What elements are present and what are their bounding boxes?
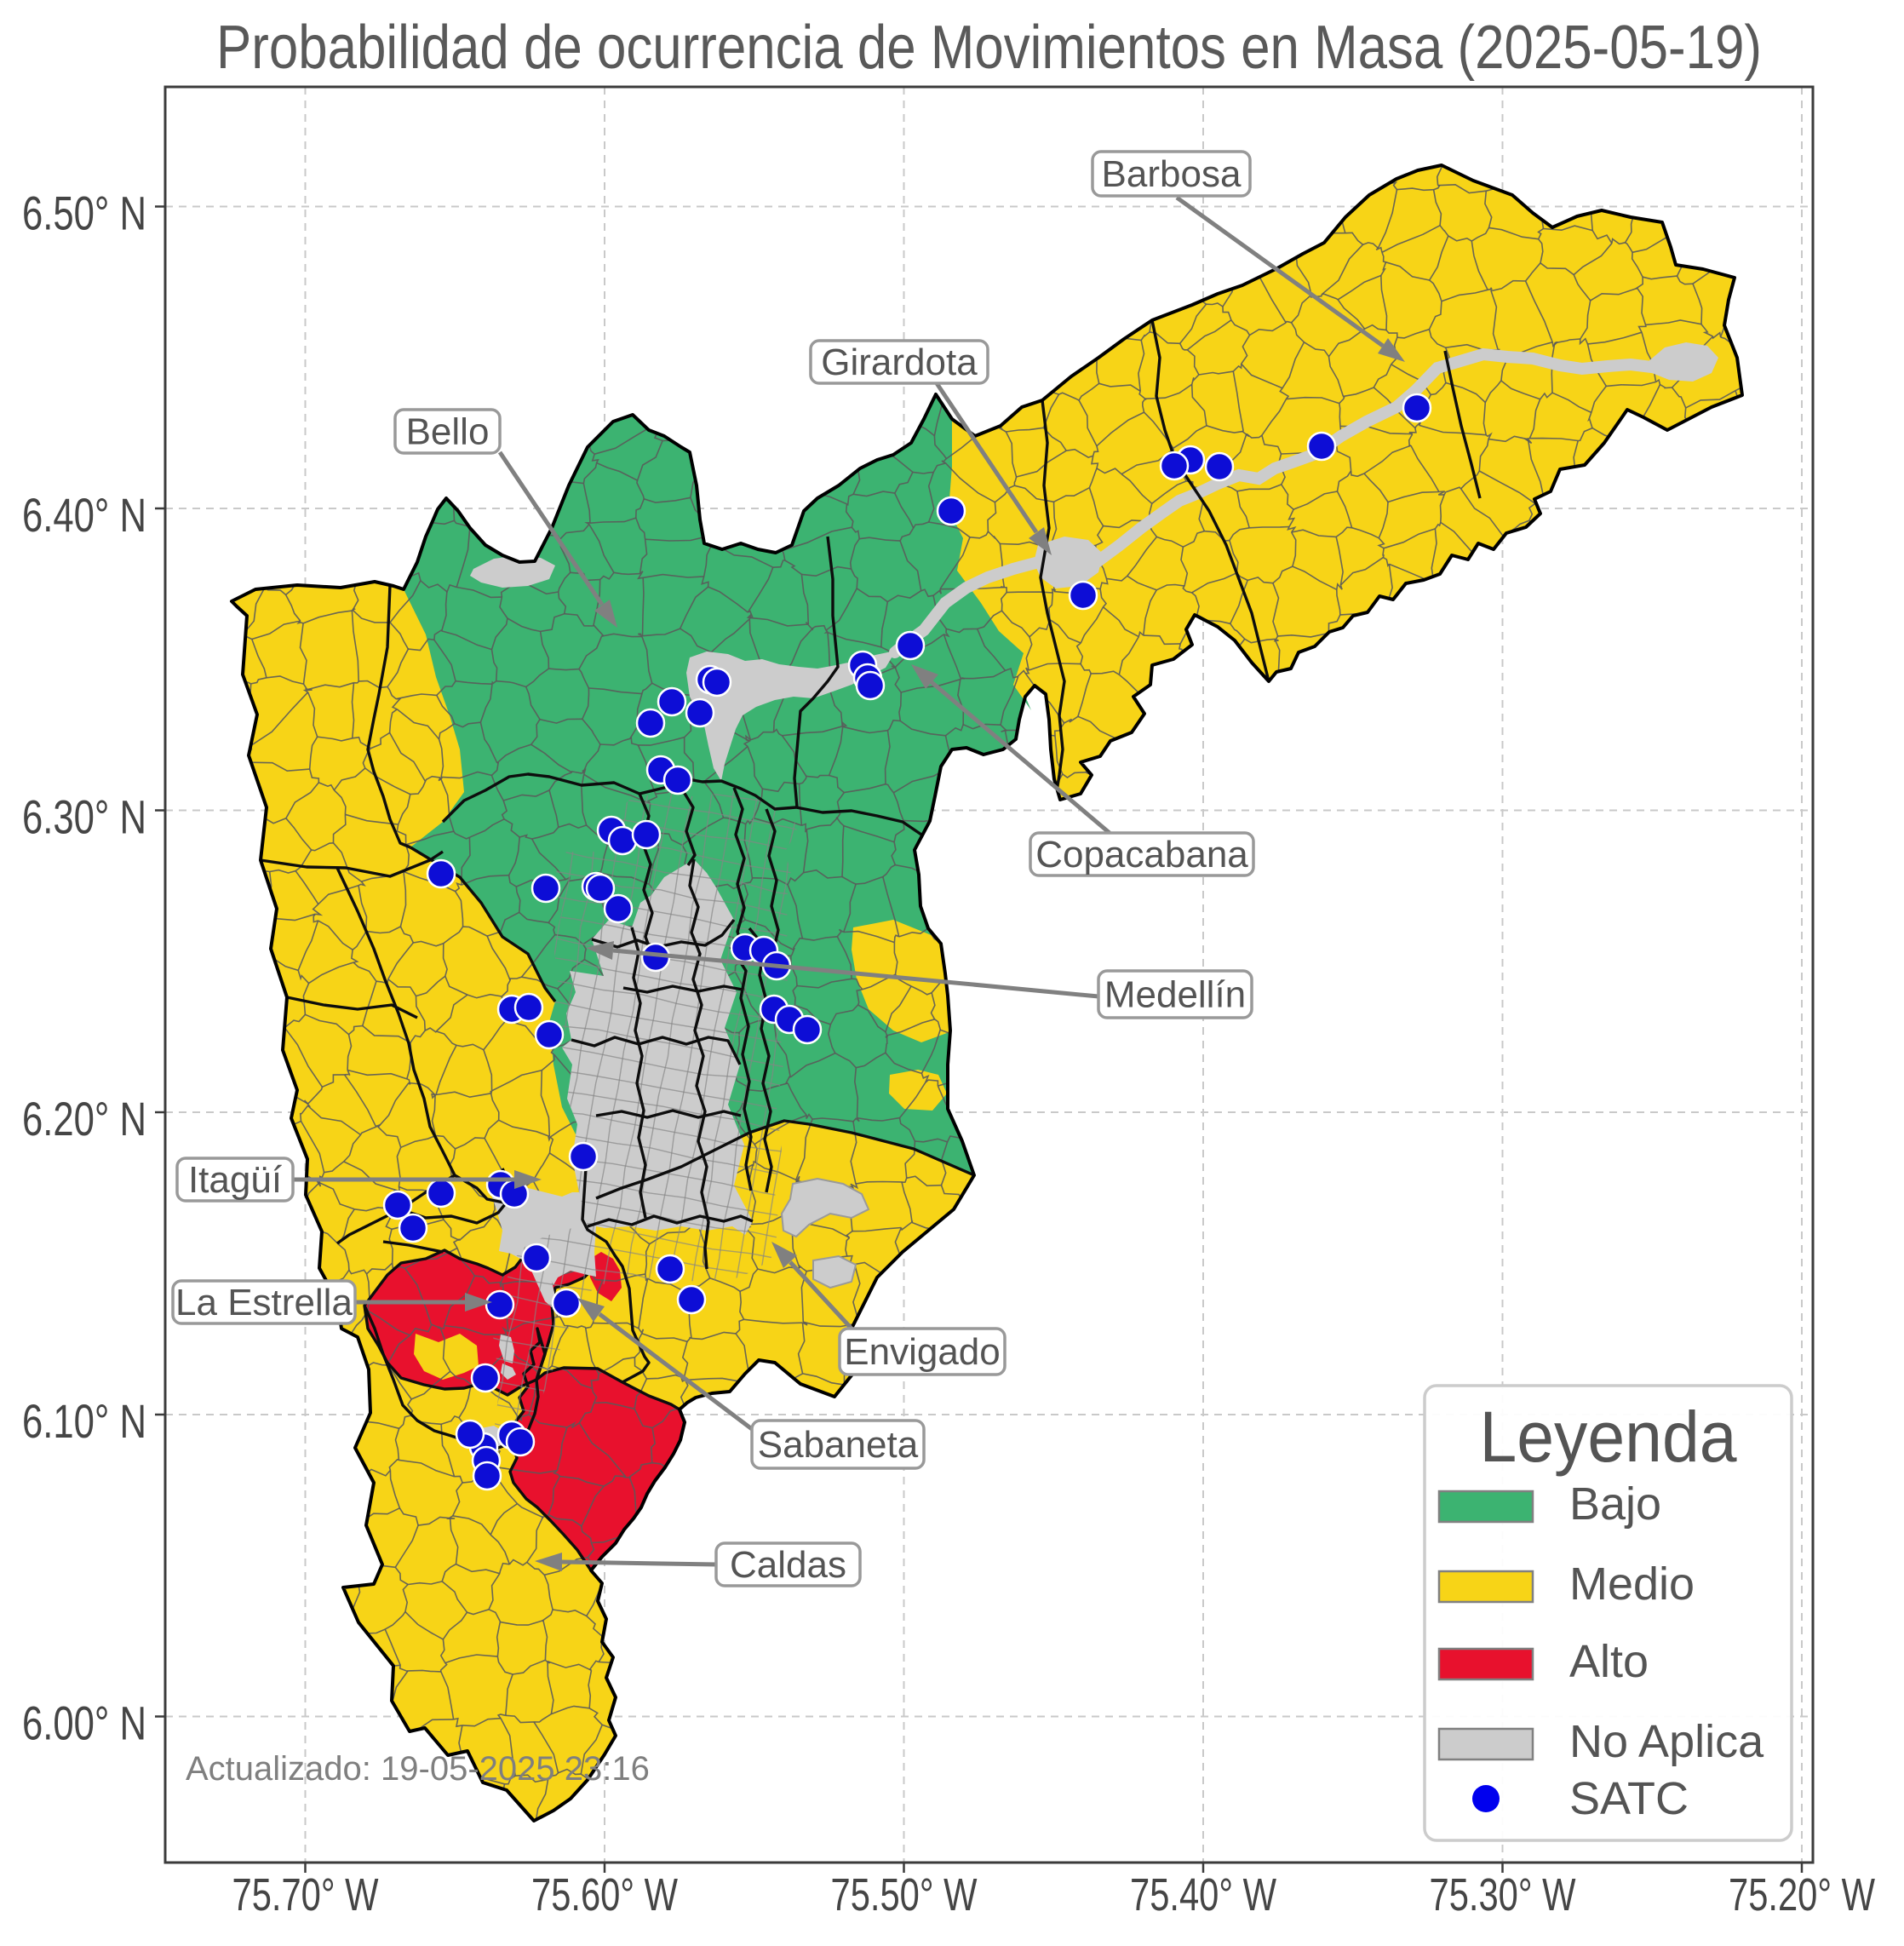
svg-text:Girardota: Girardota <box>821 342 978 383</box>
svg-text:6.10° N: 6.10° N <box>22 1394 146 1448</box>
svg-text:Copacabana: Copacabana <box>1035 834 1248 875</box>
svg-text:La Estrella: La Estrella <box>175 1282 353 1323</box>
svg-text:6.50° N: 6.50° N <box>22 187 146 240</box>
svg-text:Sabaneta: Sabaneta <box>758 1424 919 1466</box>
svg-text:75.30° W: 75.30° W <box>1430 1869 1576 1920</box>
svg-text:Medio: Medio <box>1569 1559 1695 1610</box>
svg-text:75.70° W: 75.70° W <box>232 1869 379 1920</box>
svg-text:75.50° W: 75.50° W <box>831 1869 978 1920</box>
svg-text:75.40° W: 75.40° W <box>1130 1869 1276 1920</box>
svg-text:6.40° N: 6.40° N <box>22 488 146 542</box>
svg-text:Probabilidad de ocurrencia de: Probabilidad de ocurrencia de Movimiento… <box>216 14 1762 82</box>
svg-text:6.30° N: 6.30° N <box>22 790 146 844</box>
svg-text:Barbosa: Barbosa <box>1102 153 1242 195</box>
svg-text:Medellín: Medellín <box>1104 974 1246 1016</box>
svg-text:Envigado: Envigado <box>844 1331 1000 1373</box>
svg-text:Bajo: Bajo <box>1569 1478 1661 1530</box>
svg-text:Bello: Bello <box>406 411 490 453</box>
svg-text:SATC: SATC <box>1569 1773 1689 1824</box>
svg-text:Leyenda: Leyenda <box>1480 1397 1737 1477</box>
svg-text:No Aplica: No Aplica <box>1569 1716 1764 1767</box>
svg-text:Caldas: Caldas <box>730 1544 846 1586</box>
svg-text:75.20° W: 75.20° W <box>1729 1869 1875 1920</box>
svg-text:Alto: Alto <box>1569 1636 1649 1687</box>
svg-text:6.20° N: 6.20° N <box>22 1092 146 1145</box>
svg-text:6.00° N: 6.00° N <box>22 1696 146 1750</box>
svg-text:Itagüí: Itagüí <box>188 1159 283 1201</box>
svg-text:75.60° W: 75.60° W <box>531 1869 678 1920</box>
svg-text:Actualizado: 19-05-2025 23:16: Actualizado: 19-05-2025 23:16 <box>186 1750 650 1788</box>
